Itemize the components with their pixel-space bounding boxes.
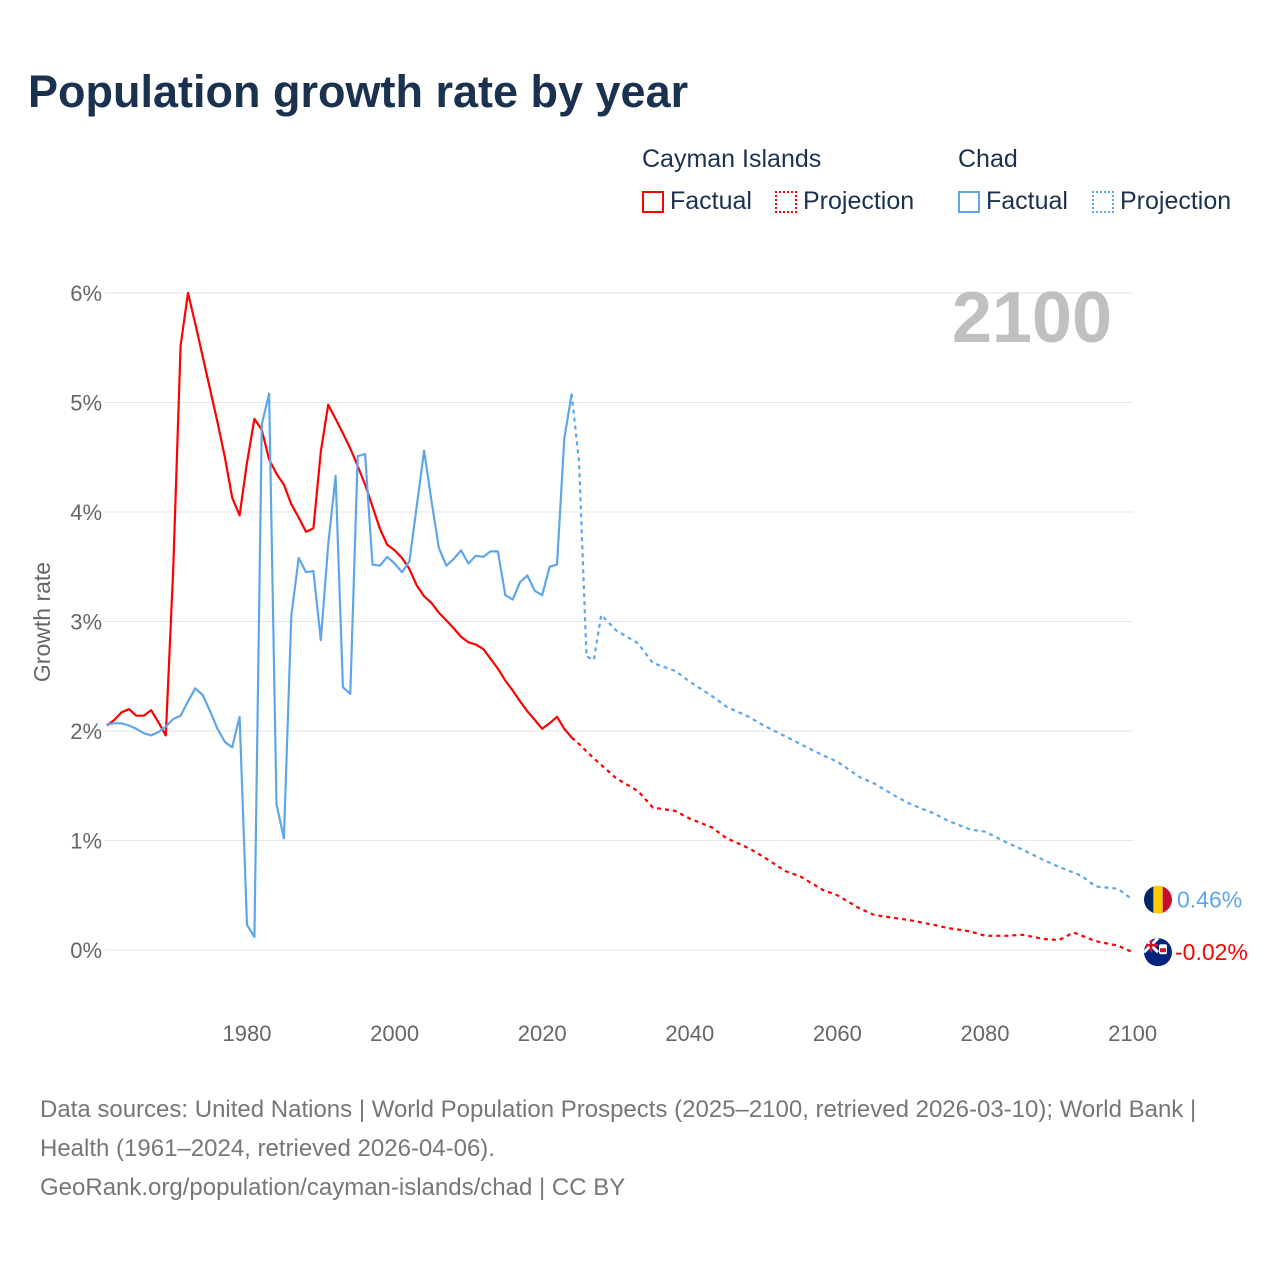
x-tick-label: 2060	[813, 1021, 862, 1046]
y-tick-label: 4%	[70, 500, 102, 525]
y-tick-label: 3%	[70, 610, 102, 635]
legend-swatch-solid	[958, 190, 980, 213]
chart: 0% 1% 2% 3% 4% 5% 6% 1980 2000 2020 2040 2060 2080 21…	[29, 278, 1248, 1046]
chad-end-value: 0.46%	[1177, 887, 1242, 913]
legend-cayman-factual[interactable]: Factual	[642, 187, 752, 216]
page-title: Population growth rate by year	[28, 66, 689, 117]
footer: Data sources: United Nations | World Pop…	[40, 1090, 1240, 1207]
series-line-cayman-islands-projection	[570, 736, 1134, 954]
series-line-chad-factual	[106, 392, 573, 939]
legend-chad-projection[interactable]: Projection	[1092, 187, 1231, 216]
legend-cayman-projection[interactable]: Projection	[775, 187, 914, 216]
cayman-end-value: -0.02%	[1175, 939, 1248, 965]
y-tick-label: 6%	[70, 281, 102, 306]
x-tick-label: 1980	[223, 1021, 272, 1046]
y-tick-label: 2%	[70, 719, 102, 744]
y-tick-label: 0%	[70, 938, 102, 963]
cayman-islands-flag-icon	[1144, 938, 1172, 967]
legend-chad-factual[interactable]: Factual	[958, 187, 1068, 216]
x-tick-label: 2000	[370, 1021, 419, 1046]
x-tick-label: 2040	[665, 1021, 714, 1046]
legend-swatch-dotted	[1092, 190, 1114, 213]
legend-label: Projection	[1120, 187, 1232, 215]
data-sources: Data sources: United Nations | World Pop…	[40, 1096, 1197, 1162]
series-line-chad-projection	[570, 393, 1134, 901]
x-tick-label: 2020	[518, 1021, 567, 1046]
series-line-cayman-islands-factual	[106, 291, 573, 739]
y-tick-label: 1%	[70, 829, 102, 854]
y-tick-label: 5%	[70, 391, 102, 416]
legend-label: Factual	[670, 187, 752, 215]
legend-label: Factual	[986, 187, 1068, 215]
attribution-link[interactable]: GeoRank.org/population/cayman-islands/ch…	[40, 1174, 626, 1201]
x-tick-label: 2100	[1108, 1021, 1157, 1046]
y-axis-label: Growth rate	[29, 562, 55, 682]
legend-swatch-solid	[642, 190, 664, 213]
legend-label: Projection	[803, 187, 915, 215]
chad-flag-icon	[1144, 885, 1172, 914]
legend-group-cayman: Cayman Islands	[642, 145, 822, 173]
legend-swatch-dotted	[775, 190, 797, 213]
legend-group-chad: Chad	[958, 145, 1018, 173]
x-tick-label: 2080	[961, 1021, 1010, 1046]
year-watermark: 2100	[952, 278, 1112, 358]
